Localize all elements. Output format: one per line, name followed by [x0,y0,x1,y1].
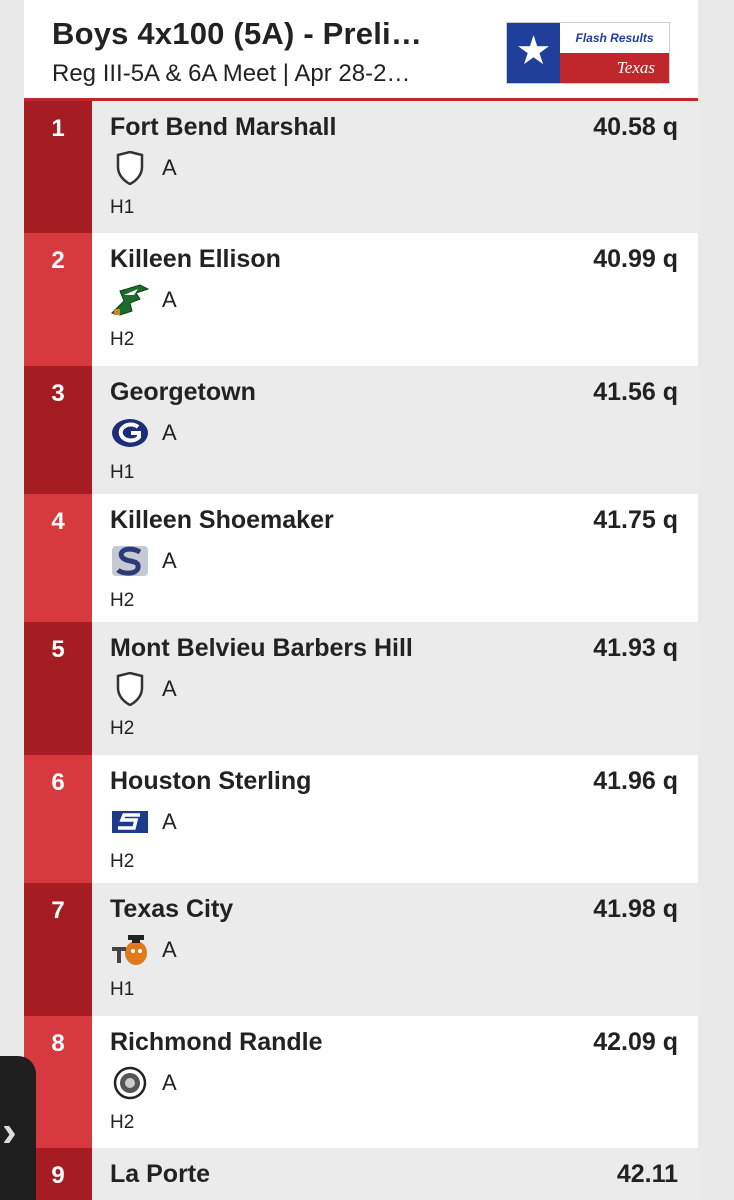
result-row[interactable]: 2 Killeen Ellison 40.99 q A H2 [24,233,698,366]
place-number: 7 [51,897,65,924]
team-name[interactable]: Killeen Ellison [110,245,281,273]
result-time: 42.11 [616,1160,678,1188]
meet-subtitle: Reg III-5A & 6A Meet | Apr 28-2… [52,60,411,87]
result-row[interactable]: 6 Houston Sterling 41.96 q A H2 [24,755,698,883]
team-name[interactable]: Mont Belvieu Barbers Hill [110,634,413,662]
team-name[interactable]: Georgetown [110,378,256,406]
team-name[interactable]: La Porte [110,1160,211,1188]
place-number: 8 [51,1030,65,1057]
relay-letter: A [162,937,177,962]
team-name[interactable]: Texas City [110,895,234,923]
place-number: 2 [51,247,65,274]
relay-letter: A [162,155,177,180]
place-number: 6 [51,769,65,796]
s-logo-icon [110,544,150,578]
result-row[interactable]: 5 Mont Belvieu Barbers Hill 41.93 q A H2 [24,622,698,755]
heat-label: H1 [110,462,135,483]
relay-letter: A [162,287,177,312]
result-time: 41.98 q [593,895,678,923]
result-time: 41.93 q [593,634,678,662]
place-number: 1 [51,115,65,142]
rank-cell: 5 [24,622,92,755]
logo-top-text: Flash Results [560,23,669,53]
heat-label: H2 [110,851,135,872]
heat-label: H2 [110,718,135,739]
heat-label: H2 [110,1112,135,1133]
place-number: 9 [51,1162,65,1189]
team-name[interactable]: Fort Bend Marshall [110,113,337,141]
result-row[interactable]: 7 Texas City 41.98 q A H1 [24,883,698,1016]
event-header: Boys 4x100 (5A) - Preli… Reg III-5A & 6A… [24,0,698,101]
rank-cell: 2 [24,233,92,366]
relay-letter: A [162,548,177,573]
rank-cell: 1 [24,101,92,233]
g-logo-icon [110,416,150,450]
result-row[interactable]: 9 La Porte 42.11 [24,1148,698,1200]
flag-blue-field [507,23,560,83]
relay-letter: A [162,676,177,701]
heat-label: H1 [110,979,135,1000]
heat-label: H1 [110,197,135,218]
rank-cell: 3 [24,366,92,494]
side-expand-tab[interactable]: › [0,1056,36,1200]
rank-cell: 4 [24,494,92,622]
seal-logo-icon [110,1066,150,1100]
s-flag-logo-icon [110,805,150,839]
result-time: 41.96 q [593,767,678,795]
relay-letter: A [162,1070,177,1095]
result-time: 41.75 q [593,506,678,534]
chevron-right-icon: › [2,1107,17,1156]
event-title: Boys 4x100 (5A) - Preli… [52,16,423,51]
place-number: 5 [51,636,65,663]
heat-label: H2 [110,590,135,611]
rank-cell: 6 [24,755,92,883]
results-list: 1 Fort Bend Marshall 40.58 q A H1 2 Killeen El… [24,101,698,1200]
heat-label: H2 [110,329,135,350]
logo-bottom-text: Texas [560,53,669,83]
result-time: 40.58 q [593,113,678,141]
relay-letter: A [162,420,177,445]
app-frame: Boys 4x100 (5A) - Preli… Reg III-5A & 6A… [24,0,698,1200]
team-name[interactable]: Richmond Randle [110,1028,323,1056]
result-row[interactable]: 1 Fort Bend Marshall 40.58 q A H1 [24,101,698,233]
result-row[interactable]: 4 Killeen Shoemaker 41.75 q A H2 [24,494,698,622]
place-number: 3 [51,380,65,407]
flash-results-texas-logo[interactable]: ★ Flash Results Texas [506,22,670,84]
star-icon: ★ [515,29,552,73]
result-time: 42.09 q [593,1028,678,1056]
eagle-logo-icon [110,283,150,317]
team-name[interactable]: Killeen Shoemaker [110,506,334,534]
place-number: 4 [51,508,65,535]
team-name[interactable]: Houston Sterling [110,767,312,795]
relay-letter: A [162,809,177,834]
mascot-logo-icon [110,933,150,967]
result-time: 40.99 q [593,245,678,273]
result-row[interactable]: 8 Richmond Randle 42.09 q A H2 [24,1016,698,1148]
result-row[interactable]: 3 Georgetown 41.56 q A H1 [24,366,698,494]
result-time: 41.56 q [593,378,678,406]
shield-icon [110,150,150,186]
shield-icon [110,671,150,707]
rank-cell: 7 [24,883,92,1016]
